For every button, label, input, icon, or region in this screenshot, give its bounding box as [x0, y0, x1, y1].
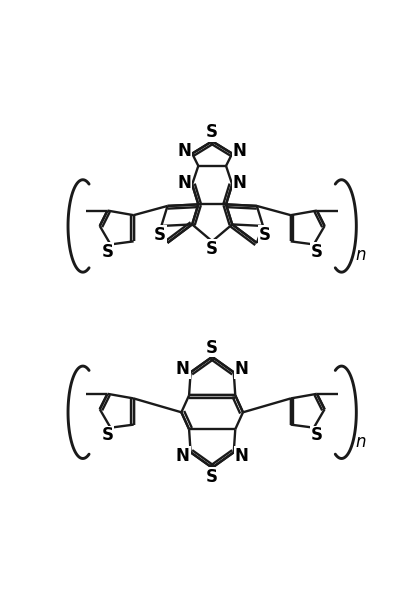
Text: S: S [310, 243, 322, 261]
Text: S: S [258, 226, 270, 244]
Text: N: N [234, 447, 248, 465]
Text: N: N [233, 142, 246, 160]
Text: N: N [176, 447, 190, 465]
Text: N: N [177, 174, 191, 192]
Text: N: N [176, 360, 190, 378]
Text: S: S [310, 427, 322, 444]
Text: S: S [154, 226, 166, 244]
Text: n: n [354, 246, 365, 264]
Text: S: S [206, 468, 218, 486]
Text: S: S [206, 123, 218, 141]
Text: S: S [101, 243, 113, 261]
Text: S: S [206, 240, 218, 258]
Text: S: S [206, 339, 218, 356]
Text: N: N [177, 142, 191, 160]
Text: N: N [234, 360, 248, 378]
Text: N: N [233, 174, 246, 192]
Text: n: n [354, 433, 365, 450]
Text: S: S [101, 427, 113, 444]
